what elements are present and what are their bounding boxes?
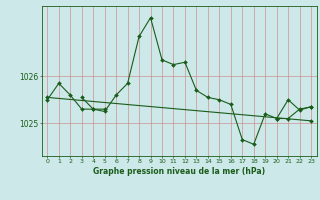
X-axis label: Graphe pression niveau de la mer (hPa): Graphe pression niveau de la mer (hPa)	[93, 167, 265, 176]
